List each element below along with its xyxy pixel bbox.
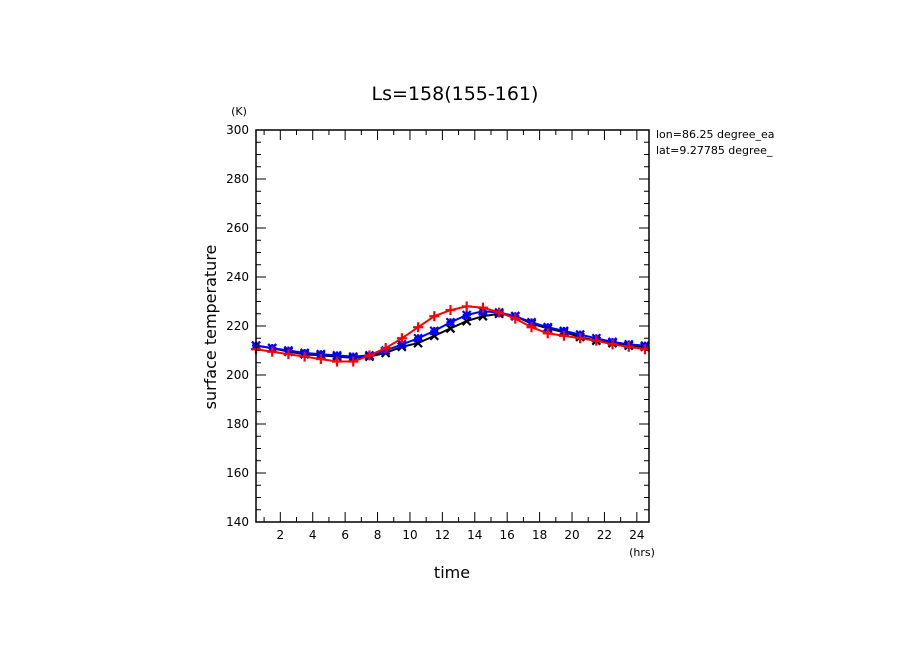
x-tick-label: 6 (341, 528, 349, 542)
y-tick-label: 160 (226, 466, 249, 480)
series-line (255, 310, 645, 358)
data-point (542, 322, 553, 333)
data-point (461, 310, 472, 320)
data-point (445, 317, 456, 328)
data-point (413, 333, 423, 344)
x-tick-label: 4 (309, 528, 317, 542)
data-point (364, 350, 375, 361)
data-point (477, 302, 488, 313)
x-tick-label: 8 (374, 528, 382, 542)
y-tick-label: 300 (226, 123, 249, 137)
x-tick-label: 22 (597, 528, 612, 542)
data-point (283, 349, 294, 360)
data-point (542, 328, 553, 339)
x-tick-label: 2 (276, 528, 284, 542)
data-point (510, 313, 521, 324)
data-point (558, 330, 569, 341)
series-2 (251, 301, 650, 367)
data-point (494, 307, 505, 318)
data-point (429, 311, 440, 322)
x-tick-label: 18 (532, 528, 547, 542)
lat-annotation: lat=9.27785 degree_ (656, 144, 773, 157)
data-point (397, 339, 407, 350)
x-tick-label: 24 (629, 528, 644, 542)
data-point (413, 322, 424, 333)
x-axis-label: time (434, 563, 470, 582)
x-tick-label: 20 (564, 528, 579, 542)
x-tick-label: 10 (402, 528, 417, 542)
y-tick-label: 280 (226, 172, 249, 186)
data-point (575, 333, 586, 344)
data-point (267, 346, 278, 357)
y-tick-label: 140 (226, 515, 249, 529)
data-point (380, 343, 391, 354)
data-point (348, 356, 359, 367)
series-layer (251, 301, 650, 367)
data-point (591, 335, 602, 346)
data-point (332, 356, 343, 367)
data-point (429, 326, 440, 336)
x-tick-label: 14 (467, 528, 482, 542)
y-tick-label: 260 (226, 221, 249, 235)
x-tick-label: 16 (500, 528, 515, 542)
data-point (461, 301, 472, 312)
y-tick-label: 220 (226, 319, 249, 333)
chart-title: Ls=158(155-161) (372, 83, 539, 105)
series-1 (251, 306, 650, 362)
x-tick-label: 12 (435, 528, 450, 542)
y-tick-label: 200 (226, 368, 249, 382)
y-tick-label: 240 (226, 270, 249, 284)
y-unit-label: (K) (231, 105, 247, 118)
lon-annotation: lon=86.25 degree_ea (656, 128, 775, 141)
data-point (607, 339, 618, 350)
data-point (445, 305, 456, 316)
data-point (623, 341, 634, 352)
data-point (299, 351, 310, 362)
x-unit-label: (hrs) (629, 546, 655, 559)
plot-frame (255, 129, 650, 523)
y-tick-label: 180 (226, 417, 249, 431)
y-axis-label: surface temperature (201, 245, 220, 410)
data-point (526, 322, 537, 333)
data-point (396, 333, 407, 344)
data-point (315, 354, 326, 365)
